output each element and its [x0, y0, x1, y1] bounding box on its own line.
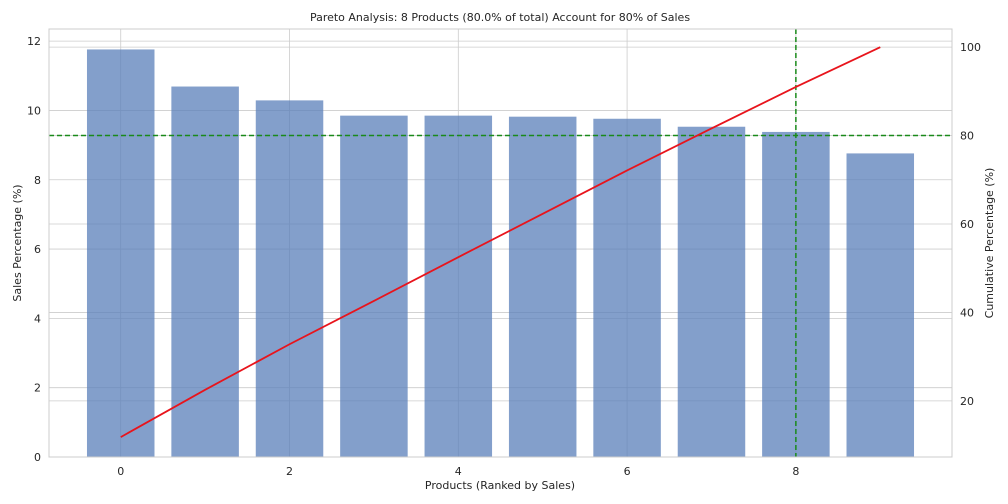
cumulative-line	[120, 46, 881, 438]
bars	[86, 49, 915, 458]
y-tick-label: 8	[34, 174, 41, 187]
y-axis-title: Sales Percentage (%)	[11, 184, 24, 301]
bar	[846, 153, 915, 457]
bar	[593, 118, 661, 458]
y-tick-label: 12	[27, 35, 41, 48]
chart-title: Pareto Analysis: 8 Products (80.0% of to…	[310, 11, 690, 24]
y2-tick-label: 100	[960, 41, 981, 54]
y-tick-label: 10	[27, 104, 41, 117]
bar	[508, 116, 577, 457]
x-tick-label: 0	[117, 465, 124, 478]
y2-tick-label: 40	[960, 306, 974, 319]
bar	[677, 126, 746, 457]
y-tick-label: 6	[34, 243, 41, 256]
reference-lines	[49, 29, 952, 457]
bar	[424, 115, 493, 457]
y-tick-label: 0	[34, 451, 41, 464]
bar	[255, 100, 324, 458]
bar	[86, 49, 155, 458]
cumulative-percentage-line	[120, 46, 881, 438]
y2-tick-label: 20	[960, 395, 974, 408]
bar	[171, 86, 239, 457]
y2-axis-title: Cumulative Percentage (%)	[983, 168, 996, 319]
x-tick-label: 8	[792, 465, 799, 478]
y2-tick-label: 80	[960, 130, 974, 143]
x-axis-title: Products (Ranked by Sales)	[425, 479, 575, 492]
bar	[340, 115, 408, 457]
x-tick-label: 4	[455, 465, 462, 478]
y-tick-label: 4	[34, 312, 41, 325]
y-tick-label: 2	[34, 382, 41, 395]
tick-labels: 0 2 4 6 8 10 12 20 40 60 80 100 0 2 4 6 8	[27, 35, 981, 478]
y2-tick-label: 60	[960, 218, 974, 231]
x-tick-label: 6	[624, 465, 631, 478]
plot-frame	[48, 28, 953, 458]
x-tick-label: 2	[286, 465, 293, 478]
